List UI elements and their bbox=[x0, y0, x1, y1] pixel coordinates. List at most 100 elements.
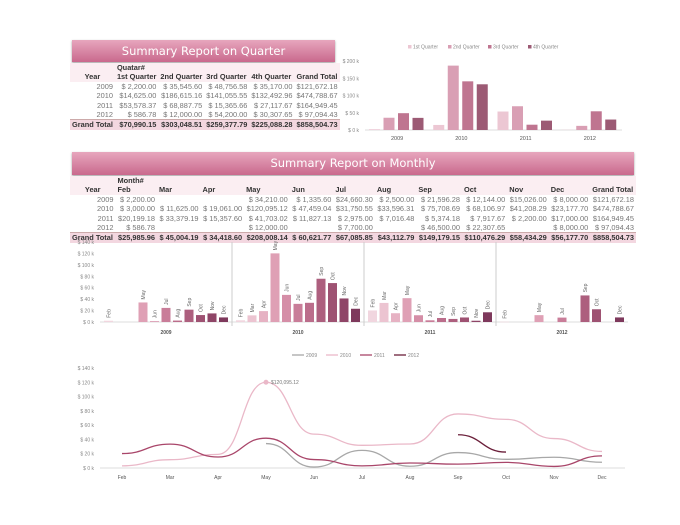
legend-label: 2009 bbox=[306, 353, 317, 359]
value-cell: $ 21,596.28 bbox=[420, 194, 460, 204]
column-header[interactable]: Mar bbox=[156, 185, 201, 195]
bar-4th-quarter bbox=[605, 119, 617, 130]
value-cell: $ 47,459.04 bbox=[292, 204, 332, 214]
value-cell: $ 586.78 bbox=[126, 223, 155, 233]
table-row: 2010 $14,625.00 $186,615.16 $141,055.55 $132… bbox=[70, 91, 340, 100]
value-cell: $ 22,307.65 bbox=[466, 223, 506, 233]
value-cell: $ 97,094.43 bbox=[298, 110, 338, 120]
x-tick-label: 2010 bbox=[455, 136, 467, 142]
line-2010 bbox=[121, 381, 603, 467]
column-header[interactable]: Nov bbox=[507, 185, 549, 195]
bar-jul bbox=[425, 320, 435, 322]
total-cell: $70,990.15 bbox=[114, 119, 159, 130]
year-cell: 2009 bbox=[96, 81, 113, 91]
x-tick-label: Feb bbox=[118, 475, 127, 481]
value-cell: $121,672.18 bbox=[592, 194, 634, 204]
column-header[interactable]: 3rd Quarter bbox=[204, 72, 250, 82]
bar-label: Sep bbox=[187, 298, 193, 307]
value-cell: $ 15,365.66 bbox=[208, 100, 248, 110]
y-tick-label: $ 140 k bbox=[78, 240, 95, 246]
y-tick-label: $ 40 k bbox=[80, 437, 94, 443]
column-header[interactable]: Jun bbox=[289, 185, 334, 195]
y-tick-label: $ 100 k bbox=[78, 395, 95, 401]
column-header[interactable]: 2nd Quarter bbox=[158, 72, 205, 82]
y-tick-label: $ 20 k bbox=[80, 452, 94, 458]
year-cell: 2009 bbox=[97, 194, 114, 204]
value-cell: $31,750.55 bbox=[335, 204, 373, 214]
bar-3rd-quarter bbox=[590, 111, 602, 130]
year-spacer bbox=[70, 176, 116, 186]
bar-label: Mar bbox=[382, 291, 388, 300]
column-header[interactable]: May bbox=[244, 185, 290, 195]
column-header[interactable]: Sep bbox=[416, 185, 462, 195]
x-tick-label: 2009 bbox=[391, 136, 403, 142]
year-cell: 2010 bbox=[96, 91, 113, 101]
bar-aug bbox=[305, 302, 314, 322]
value-cell: $ 30,307.65 bbox=[253, 110, 293, 120]
bar-1st-quarter bbox=[497, 111, 509, 130]
column-header[interactable]: Dec bbox=[548, 185, 591, 195]
x-tick-label: Dec bbox=[598, 475, 607, 481]
column-header[interactable]: 1st Quarter bbox=[114, 72, 159, 82]
total-cell: $858,504.73 bbox=[294, 119, 340, 130]
line-2011 bbox=[121, 437, 603, 468]
total-cell: $303,048.51 bbox=[158, 119, 205, 130]
legend-label: 2012 bbox=[408, 353, 419, 359]
group-label: 2011 bbox=[425, 330, 436, 336]
column-header[interactable]: Apr bbox=[200, 185, 245, 195]
column-header[interactable]: Feb bbox=[115, 185, 157, 195]
group-label: 2012 bbox=[556, 330, 567, 336]
value-cell: $ 41,703.02 bbox=[248, 213, 288, 223]
y-tick-label: $ 120 k bbox=[78, 380, 95, 386]
year-spacer bbox=[70, 63, 115, 73]
y-tick-label: $ 60 k bbox=[80, 286, 94, 292]
value-cell: $ 11,625.00 bbox=[160, 204, 199, 214]
bar-3rd-quarter bbox=[526, 124, 538, 130]
bar-label: Sep bbox=[583, 283, 589, 292]
column-header[interactable]: Jul bbox=[333, 185, 375, 195]
bar-mar bbox=[379, 302, 389, 322]
value-cell: $ 35,545.60 bbox=[163, 81, 203, 91]
total-cell: $58,434.29 bbox=[507, 232, 549, 243]
total-cell: $ 45,004.19 bbox=[156, 232, 201, 243]
column-header[interactable]: Aug bbox=[374, 185, 417, 195]
value-cell: $474,788.67 bbox=[592, 204, 634, 214]
bar-apr bbox=[259, 311, 268, 322]
column-header[interactable]: 4th Quarter bbox=[249, 72, 295, 82]
table-row: 2011 $53,578.37 $ 68,887.75 $ 15,365.66 $ 27… bbox=[70, 101, 340, 110]
bar-nov bbox=[207, 313, 217, 322]
bar-nov bbox=[339, 298, 349, 322]
bar-label: Nov bbox=[210, 301, 216, 310]
group-label: 2010 bbox=[292, 330, 303, 336]
bar-label: Jul bbox=[560, 308, 566, 314]
year-header: Year bbox=[70, 72, 115, 82]
value-cell: $14,625.00 bbox=[119, 91, 157, 101]
legend-swatch bbox=[528, 45, 532, 49]
value-cell: $474,788.67 bbox=[296, 91, 338, 101]
column-header[interactable]: Grand Total bbox=[590, 185, 636, 195]
legend-label: 2nd Quarter bbox=[453, 45, 480, 51]
bar-sep bbox=[448, 318, 458, 322]
bar-label: Nov bbox=[474, 308, 480, 317]
column-header[interactable]: Grand Total bbox=[294, 72, 340, 82]
value-cell: $141,055.55 bbox=[206, 91, 248, 101]
grand-total-label: Grand Total bbox=[70, 119, 115, 130]
y-tick-label: $ 80 k bbox=[80, 274, 94, 280]
bar-label: Dec bbox=[222, 305, 228, 314]
value-cell: $186,615.16 bbox=[161, 91, 203, 101]
year-cell: 2012 bbox=[96, 110, 113, 120]
bar-jun bbox=[150, 321, 159, 322]
value-cell: $ 586.78 bbox=[127, 110, 157, 120]
quarter-pivot-table: Quatar# Year 1st Quarter 2nd Quarter 3rd Qua… bbox=[70, 63, 340, 130]
value-cell: $ 11,827.13 bbox=[292, 213, 332, 223]
bar-feb bbox=[500, 321, 509, 323]
legend-swatch bbox=[448, 45, 452, 49]
bar-label: Jun bbox=[417, 304, 423, 312]
bar-label: Jul bbox=[296, 294, 302, 300]
value-cell: $20,199.18 bbox=[117, 213, 155, 223]
column-header[interactable]: Oct bbox=[461, 185, 508, 195]
year-header: Year bbox=[70, 185, 116, 195]
x-tick-label: Sep bbox=[454, 475, 463, 481]
bar-mar bbox=[247, 315, 257, 322]
